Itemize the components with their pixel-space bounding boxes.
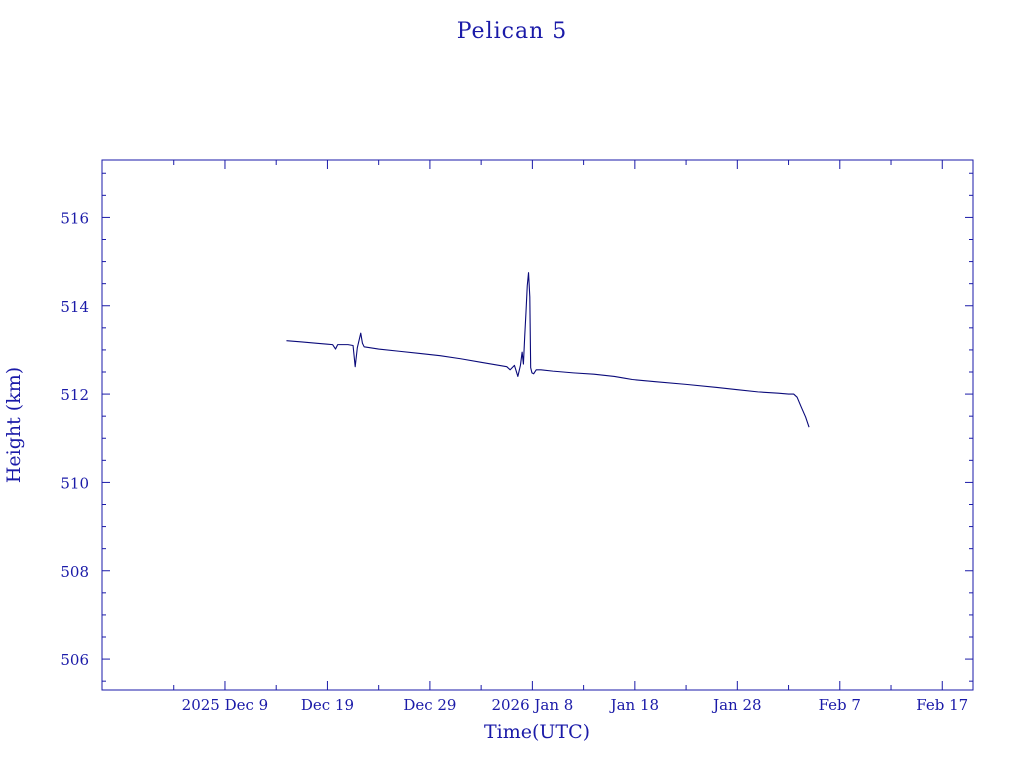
y-tick-label: 508: [60, 563, 89, 581]
y-tick-label: 514: [60, 298, 89, 316]
x-tick-label: Jan 28: [711, 696, 761, 714]
x-tick-label: Feb 17: [916, 696, 968, 714]
plot-frame: [101, 159, 974, 691]
y-axis: 506 508 510 512 514 516: [60, 209, 973, 669]
chart-title: Pelican 5: [457, 19, 568, 44]
y-tick-label: 510: [60, 474, 89, 492]
x-tick-label: Dec 19: [301, 696, 354, 714]
x-tick-label: Jan 18: [609, 696, 659, 714]
y-tick-label: 506: [60, 651, 89, 669]
y-tick-label: 512: [60, 386, 89, 404]
x-tick-label: 2026 Jan 8: [491, 696, 573, 714]
series-line: [286, 272, 810, 428]
y-axis-title: Height (km): [3, 367, 25, 483]
x-tick-label: Dec 29: [403, 696, 456, 714]
x-axis: 2025 Dec 9 Dec 19 Dec 29 2026 Jan 8 Jan 18 Ja…: [182, 160, 968, 714]
y-tick-label: 516: [60, 209, 89, 227]
minor-ticks: [102, 160, 973, 690]
x-tick-label: 2025 Dec 9: [182, 696, 269, 714]
x-axis-title: Time(UTC): [484, 721, 590, 743]
x-tick-label: Feb 7: [819, 696, 861, 714]
